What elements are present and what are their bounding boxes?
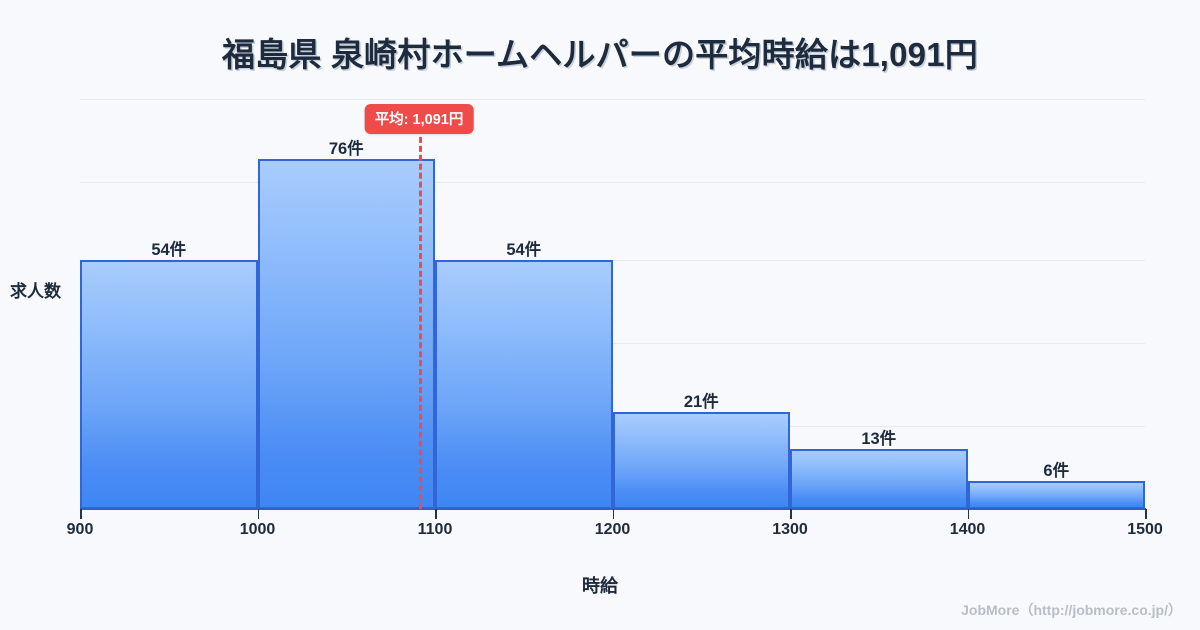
x-axis-tick-label: 1500 (1127, 521, 1163, 538)
bar[interactable] (257, 159, 435, 509)
x-axis-tick-label: 1100 (417, 521, 453, 538)
bar-value-label: 76件 (328, 140, 364, 159)
y-axis-title: 求人数 (10, 282, 61, 301)
x-axis-tick-label: 1200 (594, 521, 631, 538)
gridline (80, 182, 1145, 184)
bar[interactable] (435, 260, 613, 509)
bar-value-label: 54件 (506, 241, 542, 260)
bar-value-label: 54件 (151, 241, 187, 260)
mean-badge: 平均: 1,091円 (364, 104, 474, 134)
gridline (80, 343, 1145, 345)
x-axis-tick (612, 509, 614, 519)
bar[interactable] (612, 412, 790, 509)
chart-plot-area: 54件 76件 54件 21件 13件 6件 (80, 90, 1145, 509)
x-axis-tick (790, 509, 792, 519)
bar[interactable] (80, 260, 258, 509)
gridline (80, 260, 1145, 262)
bar-value-label: 6件 (1043, 462, 1070, 481)
x-axis-tick-label: 1000 (239, 521, 276, 538)
footer-watermark: JobMore（http://jobmore.co.jp/） (961, 602, 1182, 618)
x-axis-tick (967, 509, 969, 519)
bar[interactable] (967, 481, 1145, 509)
x-axis-tick (1145, 509, 1147, 519)
bar[interactable] (790, 449, 968, 509)
x-axis-tick (80, 509, 82, 519)
gridline (80, 99, 1145, 101)
x-axis-tick-label: 1400 (949, 521, 986, 538)
x-axis-tick-label: 1300 (772, 521, 808, 538)
x-axis-tick (435, 509, 437, 519)
mean-line (419, 128, 423, 509)
x-axis-title: 時給 (582, 576, 618, 596)
x-axis-tick-label: 900 (66, 521, 94, 538)
bar-value-label: 21件 (683, 393, 719, 412)
bar-value-label: 13件 (861, 430, 897, 449)
x-axis-tick (257, 509, 259, 519)
page-title: 福島県 泉崎村ホームヘルパーの平均時給は1,091円 (222, 36, 978, 73)
